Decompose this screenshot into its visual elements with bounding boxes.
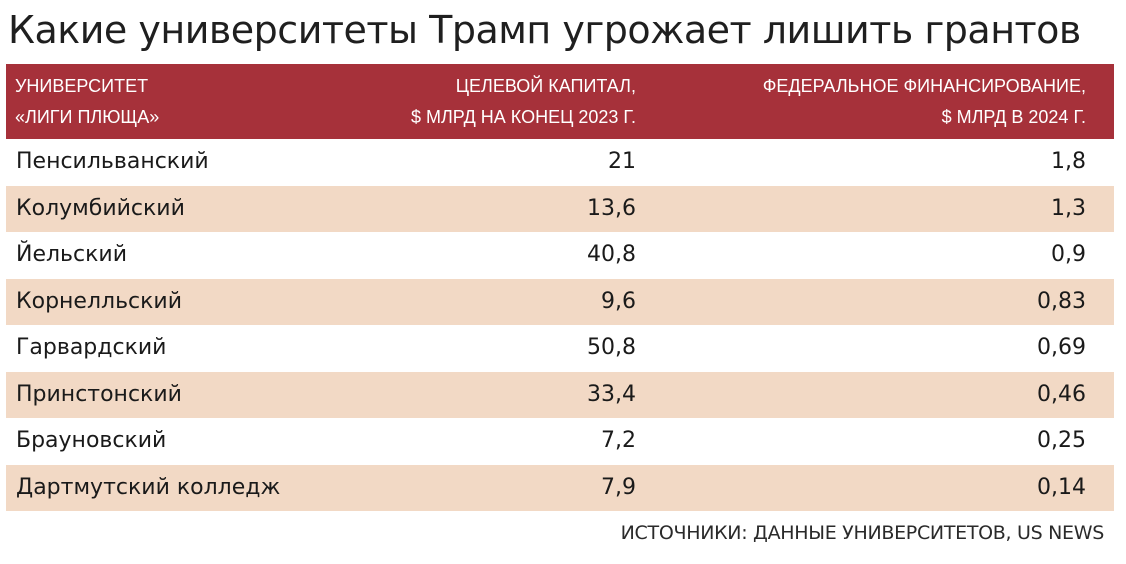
table-row: Пенсильванский 21 1,8 bbox=[6, 139, 1114, 186]
table-row: Корнелльский 9,6 0,83 bbox=[6, 278, 1114, 325]
table-row: Дартмутский колледж 7,9 0,14 bbox=[6, 464, 1114, 511]
cell-university: Йельский bbox=[16, 242, 127, 267]
cell-federal-funding: 0,14 bbox=[1037, 474, 1086, 500]
cell-university: Принстонский bbox=[16, 381, 182, 407]
cell-endowment: 7,2 bbox=[601, 428, 636, 453]
table-row: Йельский 40,8 0,9 bbox=[6, 232, 1114, 279]
column-header-federal-funding: ФЕДЕРАЛЬНОЕ ФИНАНСИРОВАНИЕ, $ МЛРД В 202… bbox=[762, 76, 1086, 127]
table-row: Гарвардский 50,8 0,69 bbox=[6, 325, 1114, 372]
table-row: Принстонский 33,4 0,46 bbox=[6, 371, 1114, 418]
cell-endowment: 50,8 bbox=[587, 335, 636, 360]
cell-endowment: 7,9 bbox=[601, 474, 636, 500]
cell-university: Дартмутский колледж bbox=[16, 474, 281, 500]
cell-university: Гарвардский bbox=[16, 335, 167, 360]
source-note: ИСТОЧНИКИ: ДАННЫЕ УНИВЕРСИТЕТОВ, US NEWS bbox=[620, 522, 1105, 544]
table-header: УНИВЕРСИТЕТ «ЛИГИ ПЛЮЩА» ЦЕЛЕВОЙ КАПИТАЛ… bbox=[6, 64, 1114, 139]
cell-federal-funding: 0,69 bbox=[1037, 335, 1086, 360]
table-row: Брауновский 7,2 0,25 bbox=[6, 418, 1114, 465]
cell-federal-funding: 1,3 bbox=[1051, 195, 1086, 221]
data-table: УНИВЕРСИТЕТ «ЛИГИ ПЛЮЩА» ЦЕЛЕВОЙ КАПИТАЛ… bbox=[6, 64, 1114, 511]
cell-university: Брауновский bbox=[16, 428, 167, 453]
cell-endowment: 9,6 bbox=[601, 288, 636, 314]
column-header-university: УНИВЕРСИТЕТ «ЛИГИ ПЛЮЩА» bbox=[15, 76, 160, 127]
cell-endowment: 13,6 bbox=[587, 195, 636, 221]
page-title: Какие университеты Трамп угрожает лишить… bbox=[8, 8, 1081, 52]
cell-federal-funding: 0,83 bbox=[1037, 288, 1086, 314]
cell-federal-funding: 0,25 bbox=[1037, 428, 1086, 453]
cell-university: Пенсильванский bbox=[16, 149, 209, 174]
cell-federal-funding: 1,8 bbox=[1051, 149, 1086, 174]
cell-federal-funding: 0,9 bbox=[1051, 242, 1086, 267]
cell-endowment: 40,8 bbox=[587, 242, 636, 267]
cell-university: Корнелльский bbox=[16, 288, 183, 314]
table-row: Колумбийский 13,6 1,3 bbox=[6, 185, 1114, 232]
cell-federal-funding: 0,46 bbox=[1037, 381, 1086, 407]
cell-university: Колумбийский bbox=[16, 195, 185, 221]
cell-endowment: 21 bbox=[608, 149, 636, 174]
cell-endowment: 33,4 bbox=[587, 381, 636, 407]
column-header-endowment: ЦЕЛЕВОЙ КАПИТАЛ, $ МЛРД НА КОНЕЦ 2023 Г. bbox=[410, 76, 636, 127]
